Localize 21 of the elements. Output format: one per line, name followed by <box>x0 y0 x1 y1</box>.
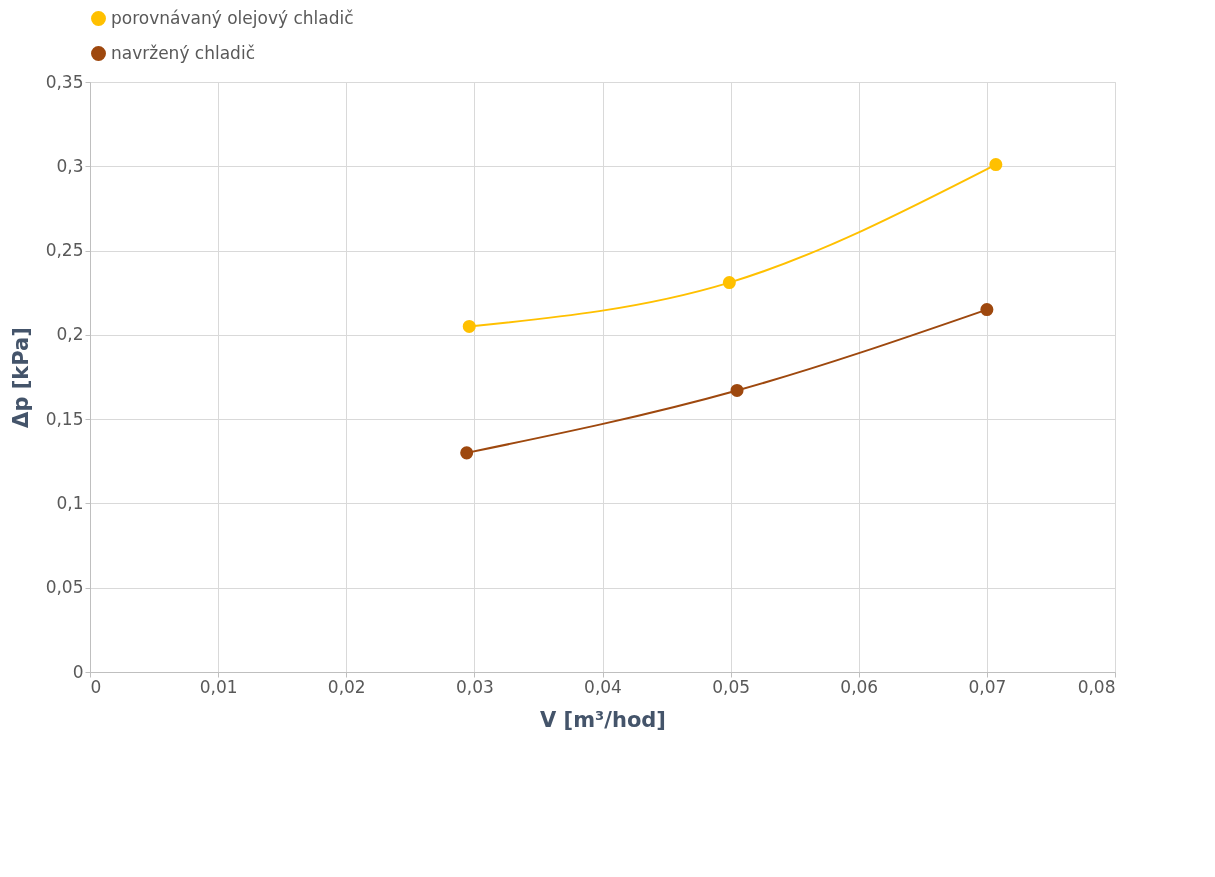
x-axis-title: V [m³/hod] <box>540 707 666 732</box>
y-tick-label: 0 <box>72 661 84 682</box>
y-tick-label: 0,35 <box>45 71 84 92</box>
y-tick-label: 0,05 <box>45 577 84 598</box>
x-tick-label: 0,07 <box>968 676 1007 697</box>
y-tick-label: 0,2 <box>56 324 84 345</box>
x-tick-label: 0,06 <box>840 676 879 697</box>
x-tick-label: 0,04 <box>584 676 622 697</box>
x-tick-label: 0 <box>90 676 102 697</box>
x-tick-label: 0,02 <box>327 676 366 697</box>
y-tick-label: 0,25 <box>45 240 84 261</box>
y-tick-label: 0,1 <box>56 492 84 513</box>
x-tick-label: 0,05 <box>712 676 751 697</box>
y-axis-title: Δp [kPa] <box>8 327 33 428</box>
x-tick-label: 0,01 <box>199 676 238 697</box>
x-tick-label: 0,03 <box>455 676 494 697</box>
x-tick-label: 0,08 <box>1077 676 1116 697</box>
y-tick-label: 0,15 <box>45 408 84 429</box>
legend-label: navržený chladič <box>111 42 255 63</box>
legend-label: porovnávaný olejový chladič <box>111 7 354 28</box>
y-tick-label: 0,3 <box>56 155 84 176</box>
